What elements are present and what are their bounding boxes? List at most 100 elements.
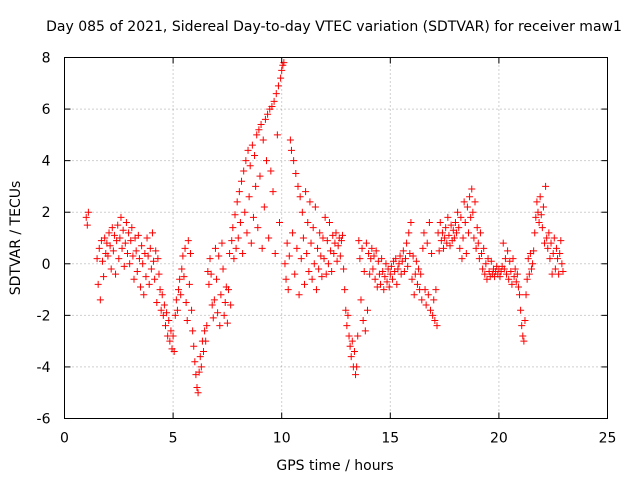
data-point-marker — [118, 244, 126, 252]
data-point-marker — [360, 268, 368, 276]
data-point-marker — [475, 255, 483, 263]
data-point-marker — [281, 260, 289, 268]
data-point-marker — [290, 157, 298, 165]
data-point-marker — [366, 270, 374, 278]
y-axis-label: SDTVAR / TECUs — [8, 181, 24, 296]
data-point-marker — [378, 255, 386, 263]
data-point-marker — [243, 229, 251, 237]
data-point-marker — [165, 317, 173, 325]
data-point-marker — [114, 221, 122, 229]
data-point-marker — [170, 347, 178, 355]
data-point-marker — [171, 311, 179, 319]
y-tick-label: -2 — [37, 308, 51, 324]
data-point-marker — [208, 301, 216, 309]
data-point-marker — [538, 224, 546, 232]
data-point-marker — [154, 255, 162, 263]
data-point-marker — [514, 283, 522, 291]
data-point-marker — [455, 224, 463, 232]
y-tick-label: 0 — [42, 257, 51, 273]
data-point-marker — [521, 317, 529, 325]
data-point-marker — [116, 234, 124, 242]
data-point-marker — [145, 280, 153, 288]
data-point-marker — [500, 265, 508, 273]
data-point-marker — [403, 239, 411, 247]
data-point-marker — [355, 237, 363, 245]
data-point-marker — [501, 255, 509, 263]
data-point-marker — [262, 157, 270, 165]
data-point-marker — [433, 322, 441, 330]
data-point-marker — [200, 347, 208, 355]
data-point-marker — [278, 66, 286, 74]
data-point-marker — [215, 252, 223, 260]
x-tick-label: 0 — [60, 431, 69, 447]
data-point-marker — [440, 244, 448, 252]
data-point-marker — [322, 270, 330, 278]
data-point-marker — [464, 229, 472, 237]
data-point-marker — [399, 247, 407, 255]
data-point-marker — [554, 255, 562, 263]
data-point-marker — [418, 296, 426, 304]
data-point-marker — [377, 280, 385, 288]
data-point-marker — [201, 327, 209, 335]
data-point-marker — [545, 229, 553, 237]
data-point-marker — [332, 229, 340, 237]
data-point-marker — [347, 353, 355, 361]
data-point-marker — [123, 249, 131, 257]
data-point-marker — [468, 185, 476, 193]
data-point-marker — [83, 221, 91, 229]
data-point-marker — [134, 231, 142, 239]
data-point-marker — [271, 249, 279, 257]
data-point-marker — [151, 275, 159, 283]
data-point-marker — [365, 249, 373, 257]
data-point-marker — [232, 244, 240, 252]
data-point-marker — [509, 255, 517, 263]
data-point-marker — [247, 239, 255, 247]
data-point-marker — [125, 229, 133, 237]
data-point-marker — [163, 309, 171, 317]
data-point-marker — [268, 102, 276, 110]
data-point-marker — [315, 265, 323, 273]
data-point-marker — [408, 275, 416, 283]
data-point-marker — [115, 255, 123, 263]
data-point-marker — [362, 239, 370, 247]
data-point-marker — [426, 306, 434, 314]
data-point-marker — [259, 136, 267, 144]
data-point-marker — [240, 167, 248, 175]
data-point-marker — [106, 242, 114, 250]
data-point-marker — [354, 332, 362, 340]
y-tick-label: 6 — [42, 102, 51, 118]
data-point-marker — [257, 121, 265, 129]
data-point-marker — [214, 309, 222, 317]
data-point-marker — [153, 298, 161, 306]
data-point-marker — [311, 203, 319, 211]
data-point-marker — [457, 213, 465, 221]
data-point-marker — [251, 151, 259, 159]
chart-title: Day 085 of 2021, Sidereal Day-to-day VTE… — [46, 19, 622, 35]
data-point-marker — [230, 255, 238, 263]
data-point-marker — [179, 252, 187, 260]
data-point-marker — [295, 291, 303, 299]
data-point-marker — [453, 229, 461, 237]
data-point-marker — [461, 219, 469, 227]
data-point-marker — [155, 270, 163, 278]
data-point-marker — [274, 82, 282, 90]
data-point-marker — [285, 252, 293, 260]
data-point-marker — [93, 255, 101, 263]
data-point-marker — [284, 286, 292, 294]
data-point-marker — [101, 234, 109, 242]
data-point-marker — [241, 208, 249, 216]
data-point-marker — [539, 203, 547, 211]
data-point-marker — [372, 247, 380, 255]
data-point-marker — [523, 275, 531, 283]
data-point-marker — [417, 270, 425, 278]
data-point-marker — [466, 193, 474, 201]
data-point-marker — [487, 257, 495, 265]
data-point-marker — [245, 193, 253, 201]
data-point-marker — [310, 260, 318, 268]
data-point-marker — [255, 126, 263, 134]
data-point-marker — [144, 252, 152, 260]
data-point-marker — [261, 115, 269, 123]
data-point-marker — [467, 213, 475, 221]
data-point-marker — [112, 270, 120, 278]
data-point-marker — [186, 249, 194, 257]
